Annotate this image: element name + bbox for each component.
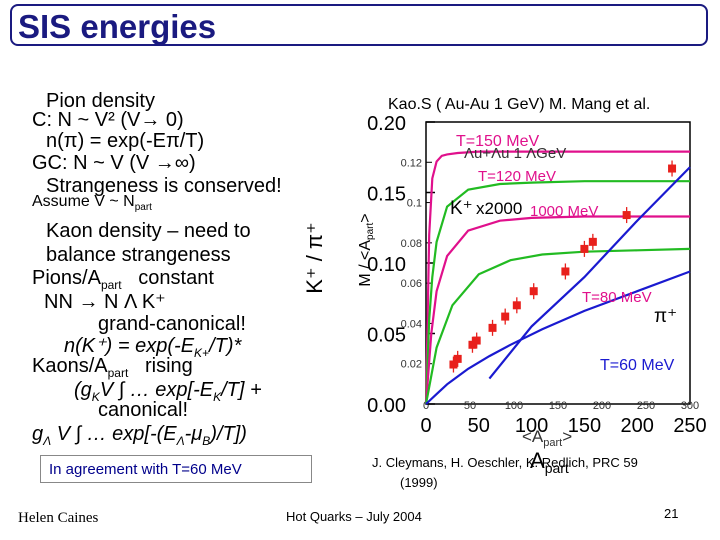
- x-axis-label: Apart: [530, 448, 569, 476]
- overlap-x-axis-label: <Apart>: [522, 427, 572, 449]
- kaons-per-apart-line: Kaons/Apart rising: [32, 355, 193, 380]
- footer-page: 21: [664, 506, 679, 521]
- label-piplus: π⁺: [654, 306, 677, 327]
- inner-x-tick-label: 100: [505, 400, 523, 412]
- curve-t-150-mev: [424, 150, 690, 405]
- lambda-formula-line: gΛ V ∫ … exp[-(EΛ-μB)/T]): [32, 423, 247, 448]
- inner-y-tick-label: 0.04: [401, 318, 422, 330]
- outer-x-tick-label: 200: [621, 415, 654, 437]
- data-point: [501, 312, 510, 321]
- canonical-volume-line: C: N ~ V² (V→ 0): [32, 109, 184, 131]
- outer-x-tick-label: 50: [468, 415, 490, 437]
- label-kplus: K⁺: [450, 198, 473, 219]
- data-point: [622, 211, 631, 220]
- curve-t-100-mev: [424, 215, 690, 405]
- pions-per-apart-line: Pions/Apart constant: [32, 267, 214, 292]
- grand-canonical-label: grand-canonical!: [98, 313, 246, 335]
- data-point: [512, 301, 521, 310]
- curve-t-60-mev: [425, 270, 691, 405]
- pion-exp-line: n(π) = exp(-Eπ/T): [46, 130, 205, 152]
- data-point: [468, 340, 477, 349]
- agreement-text: In agreement with T=60 MeV: [49, 461, 242, 478]
- grand-canonical-line: GC: N ~ V (V →∞): [32, 152, 196, 174]
- outer-y-tick-label: 0.00: [367, 395, 406, 417]
- inner-x-tick-label: 300: [681, 400, 699, 412]
- kaon-density-line: Kaon density – need to: [46, 220, 251, 242]
- footer-author: Helen Caines: [18, 510, 99, 526]
- citation-line-2: (1999): [400, 475, 438, 490]
- data-point: [561, 267, 570, 276]
- data-point: [588, 237, 597, 246]
- label-t150: T=150 MeV: [456, 133, 539, 150]
- pion-density-line: Pion density: [46, 90, 155, 112]
- canonical-label: canonical!: [98, 399, 189, 421]
- title-frame: SIS energies: [10, 4, 708, 46]
- nn-reaction-line: NN → N Λ K⁺: [44, 291, 166, 313]
- canonical-formula-line: (gKV ∫ … exp[-EK/T] +: [74, 379, 262, 404]
- curve-t-60-mev-rising-: [488, 166, 691, 380]
- outer-x-tick-label: 150: [568, 415, 601, 437]
- data-point: [529, 287, 538, 296]
- curve-t-80-mev: [424, 247, 691, 405]
- outer-y-tick-label: 0.15: [367, 184, 406, 206]
- outer-x-tick-label: 100: [515, 415, 548, 437]
- outer-y-tick-label: 0.05: [367, 325, 406, 347]
- data-point: [453, 354, 462, 363]
- inner-y-tick-label: 0.08: [401, 238, 422, 250]
- footer-event: Hot Quarks – July 2004: [286, 509, 422, 524]
- plot-header: Kao.S ( Au-Au 1 GeV) M. Mang et al.: [388, 96, 651, 113]
- assume-volume-line: Assume V ~ Npart: [32, 193, 152, 214]
- curve-t-120-mev: [424, 180, 690, 405]
- label-t80: T=80 MeV: [582, 289, 652, 306]
- slide-title: SIS energies: [18, 8, 217, 45]
- label-t100: 1000 MeV: [530, 203, 598, 220]
- inner-y-tick-label: 0.12: [401, 157, 422, 169]
- strangeness-conserved-line: Strangeness is conserved!: [46, 175, 282, 197]
- inner-y-axis-label: M / <Apart>: [357, 213, 376, 286]
- citation-line-1: J. Cleymans, H. Oeschler, K. Redlich, PR…: [372, 455, 638, 470]
- inner-x-tick-label: 250: [637, 400, 655, 412]
- data-point: [580, 244, 589, 253]
- outer-y-tick-label: 0.10: [367, 254, 406, 276]
- outer-y-axis-label: K⁺ / π⁺: [302, 222, 327, 293]
- inner-x-tick-label: 50: [464, 400, 476, 412]
- data-point: [668, 164, 677, 173]
- inner-x-tick-label: 150: [549, 400, 567, 412]
- data-point: [472, 336, 481, 345]
- outer-y-tick-label: 0.20: [367, 113, 406, 135]
- label-t120: T=120 MeV: [478, 168, 556, 185]
- inner-y-tick-label: 0.06: [401, 278, 422, 290]
- data-point: [449, 360, 458, 369]
- inner-y-tick-label: 0.1: [407, 198, 422, 210]
- kaon-density-formula: n(K⁺) = exp(-EK+/T)*: [64, 335, 242, 360]
- balance-strangeness-line: balance strangeness: [46, 244, 231, 266]
- inner-x-tick-label: 200: [593, 400, 611, 412]
- data-point: [488, 323, 497, 332]
- inner-y-tick-label: 0.02: [401, 359, 422, 371]
- label-au-au-1gev: Λu+Λu 1 ΛGeV: [464, 145, 566, 162]
- outer-x-tick-label: 250: [673, 415, 706, 437]
- outer-x-tick-label: 0: [420, 415, 431, 437]
- label-t60: T=60 MeV: [600, 357, 675, 374]
- inner-x-tick-label: 0: [423, 400, 429, 412]
- agreement-box: In agreement with T=60 MeV: [40, 455, 312, 483]
- label-x2000: x2000: [476, 199, 522, 218]
